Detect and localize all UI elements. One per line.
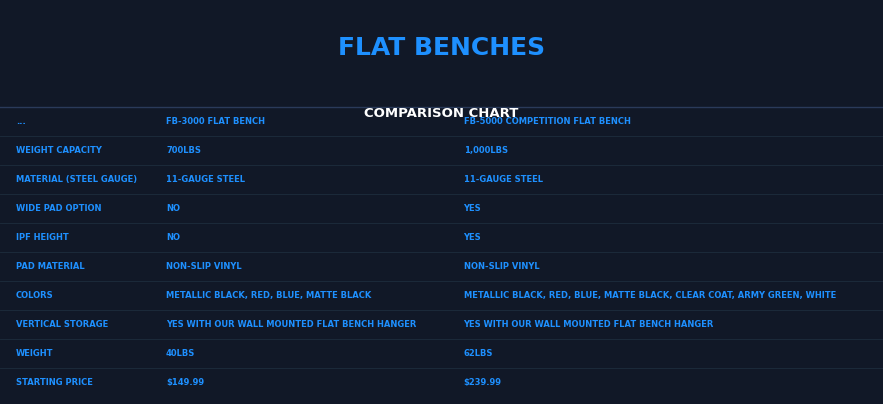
Text: COMPARISON CHART: COMPARISON CHART	[365, 107, 518, 120]
Text: FB-5000 COMPETITION FLAT BENCH: FB-5000 COMPETITION FLAT BENCH	[464, 117, 630, 126]
Text: FLAT BENCHES: FLAT BENCHES	[338, 36, 545, 61]
Text: NON-SLIP VINYL: NON-SLIP VINYL	[166, 262, 242, 271]
Text: WEIGHT: WEIGHT	[16, 349, 53, 358]
Text: METALLIC BLACK, RED, BLUE, MATTE BLACK: METALLIC BLACK, RED, BLUE, MATTE BLACK	[166, 291, 371, 300]
Text: WIDE PAD OPTION: WIDE PAD OPTION	[16, 204, 102, 213]
Text: YES WITH OUR WALL MOUNTED FLAT BENCH HANGER: YES WITH OUR WALL MOUNTED FLAT BENCH HAN…	[166, 320, 417, 329]
Text: 11-GAUGE STEEL: 11-GAUGE STEEL	[166, 175, 245, 184]
Text: PAD MATERIAL: PAD MATERIAL	[16, 262, 85, 271]
Text: IPF HEIGHT: IPF HEIGHT	[16, 233, 69, 242]
Text: $239.99: $239.99	[464, 378, 502, 387]
Text: 62LBS: 62LBS	[464, 349, 493, 358]
Text: NON-SLIP VINYL: NON-SLIP VINYL	[464, 262, 540, 271]
Text: VERTICAL STORAGE: VERTICAL STORAGE	[16, 320, 108, 329]
Text: COLORS: COLORS	[16, 291, 54, 300]
Text: YES WITH OUR WALL MOUNTED FLAT BENCH HANGER: YES WITH OUR WALL MOUNTED FLAT BENCH HAN…	[464, 320, 714, 329]
Text: 40LBS: 40LBS	[166, 349, 195, 358]
Text: NO: NO	[166, 233, 180, 242]
Text: $149.99: $149.99	[166, 378, 204, 387]
Text: YES: YES	[464, 204, 481, 213]
Text: FB-3000 FLAT BENCH: FB-3000 FLAT BENCH	[166, 117, 265, 126]
Text: METALLIC BLACK, RED, BLUE, MATTE BLACK, CLEAR COAT, ARMY GREEN, WHITE: METALLIC BLACK, RED, BLUE, MATTE BLACK, …	[464, 291, 836, 300]
Text: ...: ...	[16, 117, 26, 126]
Text: YES: YES	[464, 233, 481, 242]
Text: NO: NO	[166, 204, 180, 213]
Text: MATERIAL (STEEL GAUGE): MATERIAL (STEEL GAUGE)	[16, 175, 137, 184]
Text: WEIGHT CAPACITY: WEIGHT CAPACITY	[16, 146, 102, 155]
Text: STARTING PRICE: STARTING PRICE	[16, 378, 93, 387]
Text: 11-GAUGE STEEL: 11-GAUGE STEEL	[464, 175, 542, 184]
Text: 700LBS: 700LBS	[166, 146, 200, 155]
Text: 1,000LBS: 1,000LBS	[464, 146, 508, 155]
